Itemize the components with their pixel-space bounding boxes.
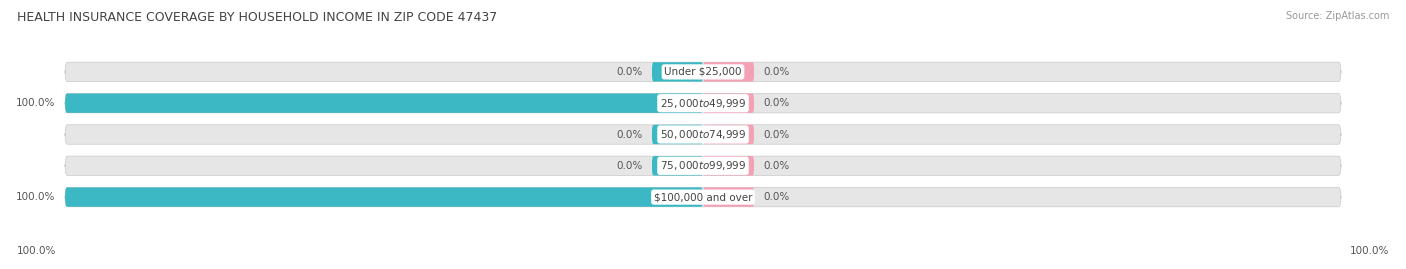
- Text: 0.0%: 0.0%: [616, 161, 643, 171]
- FancyBboxPatch shape: [65, 94, 1341, 113]
- Text: $25,000 to $49,999: $25,000 to $49,999: [659, 97, 747, 110]
- Text: 100.0%: 100.0%: [17, 246, 56, 256]
- FancyBboxPatch shape: [65, 62, 703, 82]
- FancyBboxPatch shape: [65, 125, 1341, 144]
- FancyBboxPatch shape: [703, 156, 754, 175]
- FancyBboxPatch shape: [703, 94, 754, 113]
- Text: 0.0%: 0.0%: [616, 67, 643, 77]
- FancyBboxPatch shape: [65, 94, 703, 113]
- FancyBboxPatch shape: [65, 187, 703, 207]
- FancyBboxPatch shape: [703, 187, 754, 207]
- Text: Source: ZipAtlas.com: Source: ZipAtlas.com: [1285, 11, 1389, 21]
- Text: 0.0%: 0.0%: [763, 67, 790, 77]
- Text: $50,000 to $74,999: $50,000 to $74,999: [659, 128, 747, 141]
- FancyBboxPatch shape: [652, 156, 703, 175]
- FancyBboxPatch shape: [703, 62, 754, 82]
- FancyBboxPatch shape: [703, 94, 1341, 113]
- Text: 100.0%: 100.0%: [15, 192, 55, 202]
- FancyBboxPatch shape: [703, 125, 1341, 144]
- FancyBboxPatch shape: [652, 62, 703, 82]
- Text: 100.0%: 100.0%: [1350, 246, 1389, 256]
- FancyBboxPatch shape: [652, 125, 703, 144]
- Text: 0.0%: 0.0%: [616, 129, 643, 140]
- Text: 0.0%: 0.0%: [763, 192, 790, 202]
- FancyBboxPatch shape: [65, 156, 1341, 175]
- FancyBboxPatch shape: [703, 125, 754, 144]
- FancyBboxPatch shape: [65, 187, 703, 207]
- Text: 0.0%: 0.0%: [763, 98, 790, 108]
- FancyBboxPatch shape: [703, 62, 1341, 82]
- Text: HEALTH INSURANCE COVERAGE BY HOUSEHOLD INCOME IN ZIP CODE 47437: HEALTH INSURANCE COVERAGE BY HOUSEHOLD I…: [17, 11, 498, 24]
- Text: 100.0%: 100.0%: [15, 98, 55, 108]
- FancyBboxPatch shape: [65, 94, 703, 113]
- FancyBboxPatch shape: [65, 156, 703, 175]
- Text: 0.0%: 0.0%: [763, 161, 790, 171]
- Text: Under $25,000: Under $25,000: [664, 67, 742, 77]
- FancyBboxPatch shape: [65, 125, 703, 144]
- FancyBboxPatch shape: [65, 62, 1341, 82]
- Text: 0.0%: 0.0%: [763, 129, 790, 140]
- Text: $100,000 and over: $100,000 and over: [654, 192, 752, 202]
- FancyBboxPatch shape: [703, 156, 1341, 175]
- FancyBboxPatch shape: [703, 187, 1341, 207]
- Text: $75,000 to $99,999: $75,000 to $99,999: [659, 159, 747, 172]
- FancyBboxPatch shape: [65, 187, 1341, 207]
